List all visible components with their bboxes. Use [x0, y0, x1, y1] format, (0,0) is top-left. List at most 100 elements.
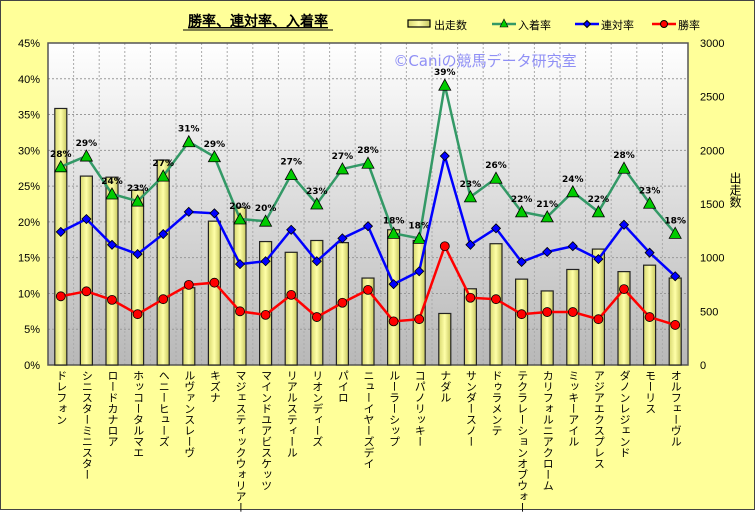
marker-入着率-18 [514, 205, 529, 218]
y-tick-right: 3000 [700, 38, 724, 50]
marker-勝率-10 [311, 312, 322, 322]
marker-入着率-13 [386, 226, 401, 239]
marker-勝率-18 [516, 309, 527, 320]
bar-13 [387, 229, 401, 366]
marker-連対率-20 [567, 241, 578, 252]
data-label: 24% [101, 177, 123, 187]
marker-入着率-20 [566, 185, 580, 198]
marker-勝率-2 [107, 294, 117, 305]
x-tick-label: モーリス [643, 370, 657, 414]
bar-16 [463, 288, 477, 366]
marker-勝率-9 [286, 289, 297, 300]
x-tick-label: マジェスティックウォリアー [234, 370, 247, 513]
y-tick-left: 5% [24, 324, 40, 336]
legend-label: 連対率 [601, 18, 634, 32]
marker-連対率-9 [286, 224, 297, 235]
bar-7 [233, 206, 247, 366]
bar-2 [105, 176, 119, 366]
marker-連対率-6 [209, 208, 220, 219]
y-tick-left: 15% [18, 253, 40, 265]
marker-入着率-4 [156, 169, 170, 182]
marker-連対率-21 [593, 254, 604, 265]
marker-入着率-6 [207, 149, 222, 163]
data-label: 28% [50, 150, 72, 160]
y-tick-left: 25% [18, 181, 40, 193]
data-label: 28% [613, 151, 635, 161]
data-label: 20% [229, 202, 251, 212]
data-label: 27% [332, 152, 354, 162]
y-tick-left: 35% [18, 110, 40, 122]
marker-連対率-16 [465, 239, 476, 250]
marker-連対率-15 [439, 150, 450, 162]
y-tick-right: 2500 [700, 92, 724, 104]
marker-勝率-1 [81, 286, 92, 297]
x-tick-label: テクラレーションオブウォー [515, 370, 529, 513]
marker-入着率-16 [463, 190, 478, 203]
x-tick-label: シニスターミニスター [80, 370, 94, 480]
x-tick-label: ロードカナロア [106, 370, 119, 447]
marker-連対率-2 [106, 239, 118, 250]
marker-連対率-23 [644, 247, 655, 258]
marker-勝率-24 [670, 320, 681, 330]
marker-連対率-4 [158, 228, 169, 240]
marker-入着率-22 [617, 161, 631, 174]
legend-marker-triangle-icon [499, 18, 509, 28]
bar-20 [566, 268, 580, 366]
marker-連対率-24 [670, 271, 681, 282]
marker-連対率-11 [337, 233, 348, 244]
marker-入着率-21 [591, 205, 606, 218]
x-tick-label: マインドユアビスケッツ [259, 370, 273, 491]
marker-連対率-17 [490, 223, 502, 234]
bar-9 [284, 251, 298, 366]
marker-勝率-8 [260, 310, 271, 320]
marker-連対率-5 [183, 206, 194, 217]
marker-連対率-1 [81, 213, 92, 225]
data-label: 18% [664, 216, 686, 226]
x-tick-label: ニューイヤーズデイ [362, 370, 375, 469]
marker-入着率-9 [284, 167, 298, 181]
marker-勝率-19 [542, 307, 553, 317]
marker-連対率-13 [388, 279, 399, 290]
marker-入着率-2 [105, 187, 119, 200]
x-tick-label: ナダル [438, 370, 452, 403]
bar-8 [259, 240, 273, 366]
marker-勝率-11 [337, 297, 348, 308]
marker-勝率-7 [235, 306, 245, 317]
marker-入着率-7 [233, 212, 247, 225]
marker-連対率-3 [132, 249, 143, 260]
x-tick-label: カリフォルニアクローム [541, 370, 555, 491]
marker-勝率-14 [414, 314, 425, 325]
marker-勝率-0 [55, 291, 66, 302]
x-tick-label: ヘニーヒューズ [157, 370, 171, 447]
x-tick-label: リアルスティール [285, 370, 299, 458]
marker-入着率-17 [489, 171, 503, 184]
data-label: 18% [383, 216, 405, 226]
marker-勝率-17 [491, 294, 501, 305]
marker-勝率-12 [363, 284, 373, 295]
data-label: 23% [639, 186, 661, 196]
y-tick-right: 2000 [700, 145, 724, 157]
y-tick-left: 30% [18, 145, 40, 157]
bar-4 [156, 159, 170, 366]
x-tick-label: サンダースノー [464, 370, 478, 447]
data-label: 23% [306, 187, 328, 197]
x-tick-label: リオンディーズ [310, 370, 324, 447]
marker-入着率-11 [335, 162, 350, 175]
bar-10 [310, 239, 324, 366]
marker-勝率-4 [158, 294, 169, 305]
x-tick-label: ミッキーアイル [566, 370, 580, 447]
y-tick-left: 0% [24, 360, 40, 372]
marker-勝率-20 [567, 307, 578, 317]
legend-label: 勝率 [678, 18, 700, 32]
y-tick-right: 1500 [700, 199, 724, 211]
bar-18 [514, 278, 529, 366]
x-tick-label: ルヴァンスレーヴ [182, 370, 196, 458]
marker-入着率-19 [540, 210, 554, 223]
y-tick-right: 500 [700, 306, 718, 318]
marker-入着率-5 [182, 134, 196, 148]
x-tick-label: アジアエクスプレス [592, 370, 606, 469]
marker-入着率-24 [668, 226, 682, 239]
data-label: 28% [357, 146, 379, 156]
data-label: 20% [255, 204, 277, 214]
